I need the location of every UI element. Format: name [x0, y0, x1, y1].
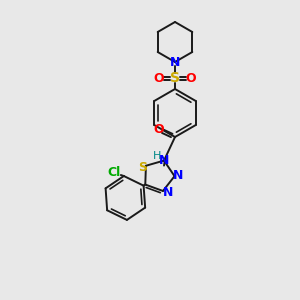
Text: N: N [163, 187, 173, 200]
Text: O: O [153, 123, 164, 136]
Text: N: N [173, 169, 184, 182]
Text: S: S [170, 71, 180, 85]
Text: S: S [138, 161, 147, 174]
Text: O: O [154, 71, 164, 85]
Text: H: H [153, 151, 161, 160]
Text: O: O [186, 71, 196, 85]
Text: Cl: Cl [107, 166, 121, 178]
Text: N: N [159, 154, 169, 167]
Text: N: N [170, 56, 180, 68]
